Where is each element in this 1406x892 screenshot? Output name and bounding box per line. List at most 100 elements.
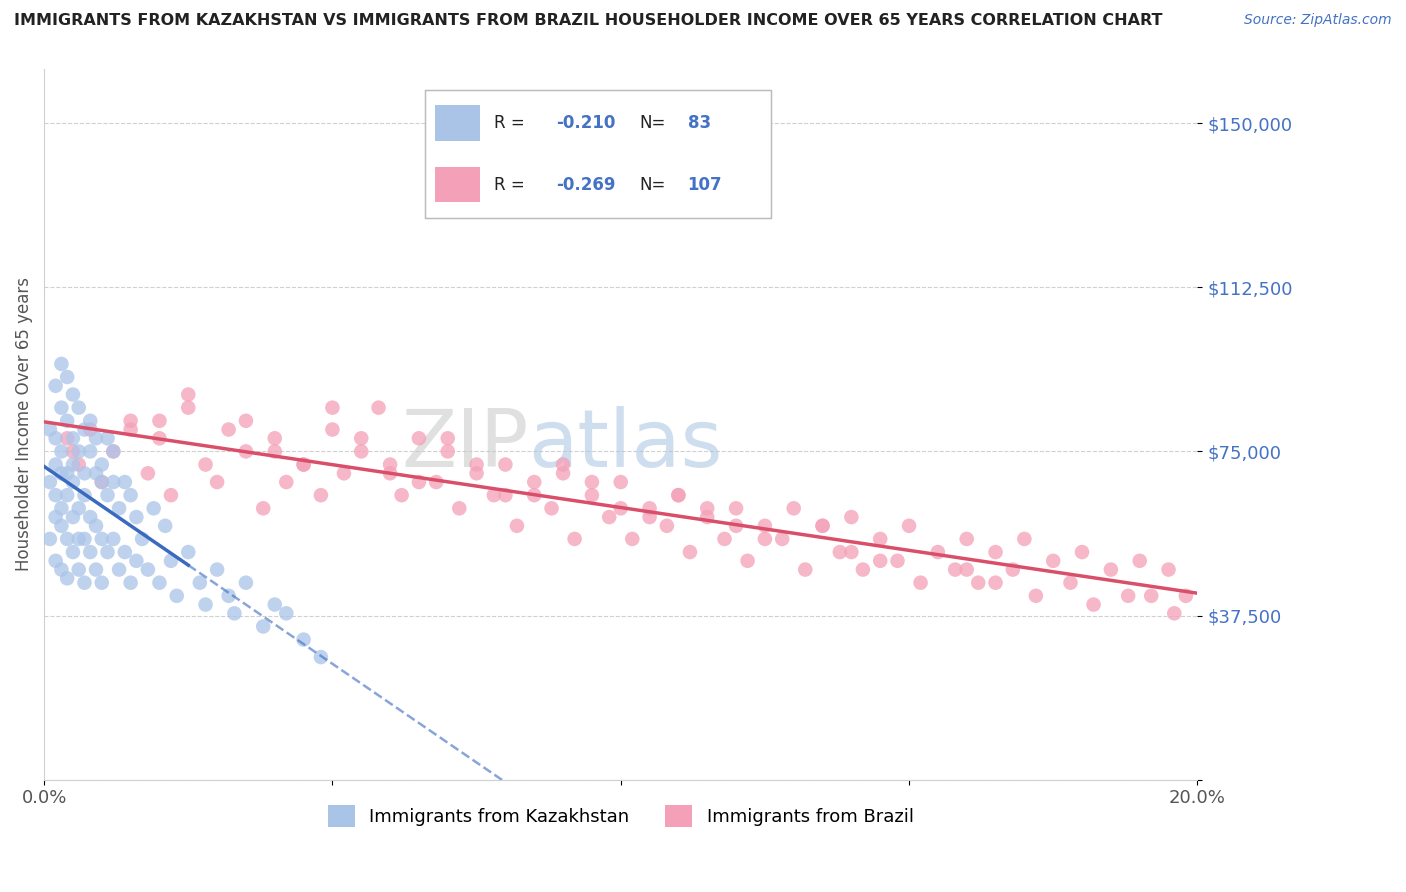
Point [125, 554, 148, 568]
Point [350, 431, 373, 445]
Point [96, 545, 118, 559]
Point [51, 467, 73, 481]
Point [391, 488, 413, 502]
Point [927, 545, 949, 559]
Point [67, 458, 90, 472]
Point [79, 545, 101, 559]
Point [73, 532, 96, 546]
Point [1014, 532, 1036, 546]
Point [205, 475, 228, 489]
Point [494, 458, 516, 472]
Point [1025, 589, 1047, 603]
Point [655, 518, 678, 533]
Point [598, 510, 620, 524]
Point [67, 444, 90, 458]
Point [292, 458, 315, 472]
Point [263, 444, 285, 458]
Point [62, 444, 84, 458]
Point [148, 575, 170, 590]
Point [114, 545, 136, 559]
Point [1001, 563, 1024, 577]
Point [679, 545, 702, 559]
Point [62, 545, 84, 559]
Point [51, 357, 73, 371]
Point [581, 475, 603, 489]
Point [263, 431, 285, 445]
Point [177, 387, 200, 401]
Point [56, 414, 79, 428]
Point [609, 475, 631, 489]
Point [62, 387, 84, 401]
Point [56, 467, 79, 481]
Point [828, 545, 851, 559]
Point [45, 378, 67, 392]
Point [235, 575, 257, 590]
Point [90, 458, 112, 472]
Point [713, 532, 735, 546]
Point [153, 518, 176, 533]
Point [79, 423, 101, 437]
Point [120, 414, 142, 428]
Point [38, 532, 60, 546]
Point [160, 554, 183, 568]
Point [177, 545, 200, 559]
Point [1059, 575, 1081, 590]
Point [67, 501, 90, 516]
Point [465, 467, 488, 481]
Point [56, 370, 79, 384]
Point [1083, 598, 1105, 612]
Point [84, 431, 107, 445]
Point [166, 589, 188, 603]
Point [1099, 563, 1122, 577]
Point [482, 488, 505, 502]
Point [84, 518, 107, 533]
Point [276, 607, 298, 621]
Point [51, 563, 73, 577]
Point [378, 467, 401, 481]
Point [56, 532, 79, 546]
Point [898, 518, 921, 533]
Point [62, 510, 84, 524]
Point [1042, 554, 1064, 568]
Point [506, 518, 529, 533]
Point [321, 401, 343, 415]
Point [523, 488, 546, 502]
Point [465, 458, 488, 472]
Point [56, 488, 79, 502]
Point [292, 458, 315, 472]
Text: atlas: atlas [529, 407, 723, 484]
Point [967, 575, 990, 590]
Point [235, 414, 257, 428]
Point [73, 467, 96, 481]
Point [1129, 554, 1152, 568]
Point [103, 444, 125, 458]
Point [51, 518, 73, 533]
Point [725, 501, 748, 516]
Point [67, 563, 90, 577]
Point [62, 475, 84, 489]
Point [436, 431, 458, 445]
Point [90, 475, 112, 489]
Point [142, 501, 165, 516]
Point [148, 414, 170, 428]
Point [218, 423, 240, 437]
Point [1157, 563, 1180, 577]
Point [235, 444, 257, 458]
Point [436, 444, 458, 458]
Point [56, 571, 79, 585]
Point [292, 632, 315, 647]
Text: ZIP: ZIP [401, 407, 529, 484]
Point [984, 545, 1007, 559]
Point [794, 563, 817, 577]
Point [188, 575, 211, 590]
Point [252, 619, 274, 633]
Point [725, 518, 748, 533]
Point [38, 423, 60, 437]
Point [1163, 607, 1185, 621]
Point [224, 607, 246, 621]
Point [108, 563, 131, 577]
Point [177, 401, 200, 415]
Point [45, 458, 67, 472]
Point [263, 598, 285, 612]
Point [333, 467, 356, 481]
